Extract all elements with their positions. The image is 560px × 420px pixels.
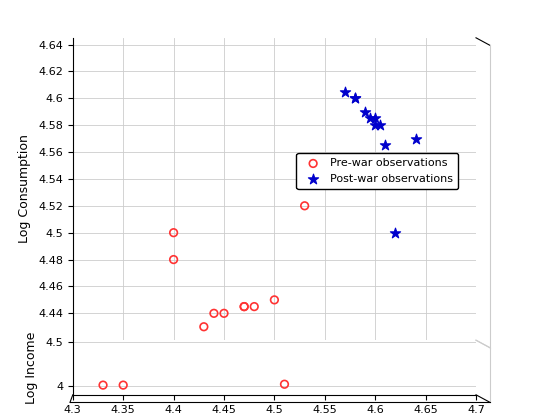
Point — [280, 381, 289, 388]
Legend: Pre-war observations, Post-war observations: Pre-war observations, Post-war observati… — [296, 153, 458, 189]
Post-war observations — [376, 122, 385, 129]
Point — [119, 382, 128, 389]
Y-axis label: Log Consumption: Log Consumption — [18, 134, 31, 244]
Post-war observations — [421, 169, 430, 176]
Post-war observations — [371, 115, 380, 122]
Y-axis label: Log Income: Log Income — [25, 331, 39, 404]
Post-war observations — [361, 108, 370, 115]
Point — [99, 382, 108, 389]
Post-war observations — [411, 135, 420, 142]
Post-war observations — [391, 229, 400, 236]
Pre-war observations — [270, 297, 279, 303]
Pre-war observations — [199, 323, 208, 330]
Post-war observations — [340, 88, 349, 95]
Pre-war observations — [300, 202, 309, 209]
Post-war observations — [366, 115, 375, 122]
Post-war observations — [351, 95, 360, 102]
Pre-war observations — [240, 303, 249, 310]
Pre-war observations — [240, 303, 249, 310]
Post-war observations — [351, 95, 360, 102]
Post-war observations — [401, 162, 410, 169]
Post-war observations — [381, 142, 390, 149]
Pre-war observations — [250, 303, 259, 310]
Pre-war observations — [220, 310, 228, 317]
Pre-war observations — [169, 256, 178, 263]
Post-war observations — [421, 169, 430, 176]
Pre-war observations — [169, 229, 178, 236]
Pre-war observations — [209, 310, 218, 317]
Post-war observations — [371, 122, 380, 129]
